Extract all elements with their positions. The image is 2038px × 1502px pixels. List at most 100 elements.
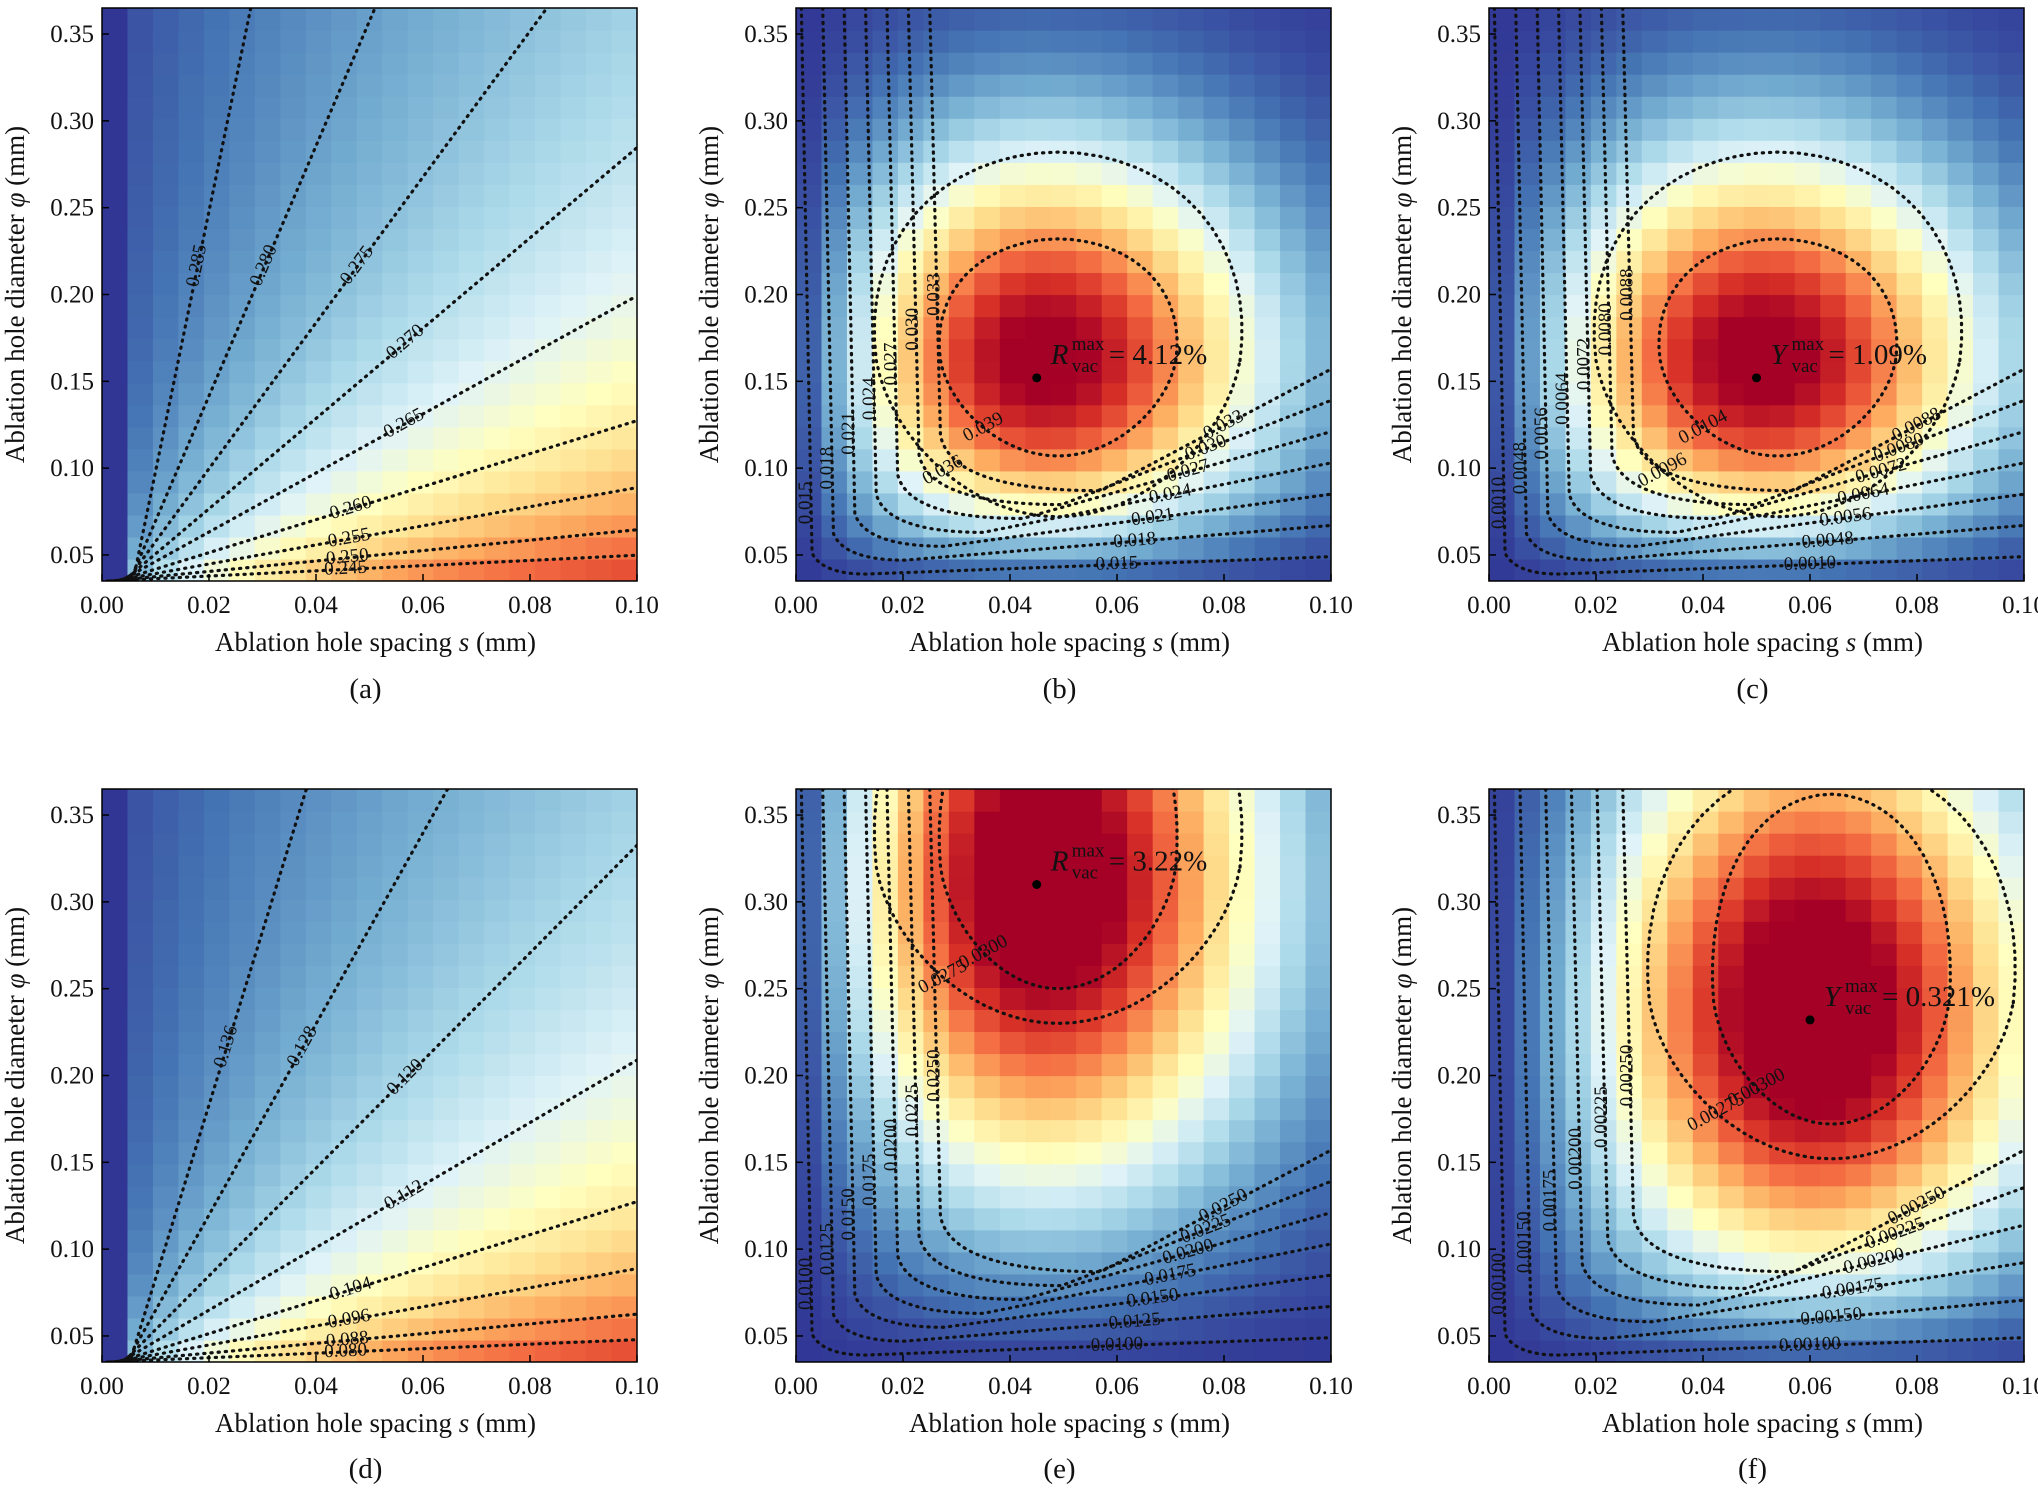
heatmap-cell [1152, 140, 1179, 163]
heatmap-cell [152, 921, 180, 944]
heatmap-cell [535, 833, 562, 856]
heatmap-cell [1896, 140, 1923, 163]
heatmap-cell [407, 1339, 434, 1362]
heatmap-cell [1922, 1097, 1949, 1121]
heatmap-cell [1101, 855, 1128, 878]
heatmap-cell [1769, 1075, 1796, 1099]
heatmap-cell [948, 8, 975, 31]
heatmap-cell [433, 206, 460, 229]
heatmap-cell [127, 1119, 154, 1143]
heatmap-cell [1539, 1251, 1567, 1275]
heatmap-cell [846, 965, 874, 988]
heatmap-cell [1896, 272, 1923, 296]
heatmap-cell [509, 558, 536, 581]
heatmap-cell [1718, 965, 1745, 988]
heatmap-cell [229, 250, 256, 274]
heatmap-cell [407, 118, 434, 141]
heatmap-cell [999, 1075, 1026, 1099]
heatmap-cell [484, 1251, 511, 1275]
heatmap-cell [1152, 250, 1179, 274]
heatmap-cell [509, 404, 536, 428]
heatmap-cell [1845, 1229, 1872, 1253]
heatmap-cell [1565, 184, 1592, 207]
heatmap-cell [1229, 96, 1256, 119]
heatmap-cell [1152, 184, 1179, 207]
heatmap-cell [1692, 140, 1719, 163]
contour-line [906, 789, 1331, 1288]
heatmap-cell [897, 1207, 924, 1231]
heatmap-cell [1922, 833, 1949, 856]
heatmap-cell [1489, 8, 1516, 31]
heatmap-cell [796, 1317, 823, 1341]
heatmap-cell [1178, 206, 1205, 229]
heatmap-cell [1590, 228, 1617, 252]
heatmap-cell [280, 558, 307, 581]
heatmap-cell [1973, 74, 2000, 97]
heatmap-cell [586, 294, 613, 318]
heatmap-cell [1820, 8, 1847, 31]
heatmap-cell [1922, 1009, 1949, 1033]
heatmap-cell [356, 162, 383, 185]
y-tick-label: 0.35 [744, 21, 788, 48]
heatmap-cell [152, 206, 180, 229]
peak-marker [1032, 373, 1042, 383]
heatmap-cell [1743, 1185, 1770, 1209]
heatmap-cell [821, 877, 848, 900]
heatmap-cell [821, 811, 848, 834]
heatmap-cell [1871, 250, 1898, 274]
heatmap-cell [102, 184, 129, 207]
heatmap-cell [611, 338, 637, 362]
contour-line [108, 1312, 637, 1362]
heatmap-cell [254, 470, 281, 494]
heatmap-cell [509, 1141, 536, 1165]
heatmap-cell [796, 206, 823, 229]
heatmap-cell [974, 1185, 1001, 1209]
heatmap-cell [1820, 1251, 1847, 1275]
heatmap-cell [1667, 206, 1694, 229]
heatmap-cell [509, 1317, 536, 1341]
heatmap-cell [948, 1251, 975, 1275]
heatmap-cell [102, 965, 129, 988]
heatmap-cell [948, 96, 975, 119]
heatmap-cell [1076, 877, 1103, 900]
heatmap-cell [127, 360, 154, 384]
heatmap-cell [586, 250, 613, 274]
heatmap-cell [1127, 360, 1154, 384]
heatmap-cell [229, 1031, 256, 1055]
heatmap-cell [382, 294, 409, 318]
heatmap-cell [948, 1229, 975, 1253]
x-tick-label: 0.00 [1467, 1373, 1511, 1400]
heatmap-cell [305, 1339, 332, 1362]
heatmap-cell [254, 184, 281, 207]
heatmap-cell [1896, 382, 1923, 406]
heatmap-cell [152, 294, 180, 318]
heatmap-cell [1718, 1317, 1745, 1341]
heatmap-cell [1305, 316, 1331, 340]
heatmap-cell [1922, 492, 1949, 516]
heatmap-cell [127, 448, 154, 472]
heatmap-cell [1769, 1251, 1796, 1275]
heatmap-cell [1025, 162, 1052, 185]
heatmap-cell [356, 965, 383, 988]
heatmap-cell [1050, 338, 1077, 362]
heatmap-cell [1254, 140, 1281, 163]
heatmap-cell [796, 1251, 823, 1275]
heatmap-cell [1820, 789, 1847, 812]
heatmap-cell [1539, 899, 1567, 922]
heatmap-cell [331, 360, 358, 384]
heatmap-cell [152, 52, 180, 75]
heatmap-cell [152, 470, 180, 494]
panel-c: 0.00100.00100.00480.00480.00560.00560.00… [1387, 7, 2038, 705]
heatmap-cell [254, 30, 281, 53]
heatmap-cell [1280, 338, 1307, 362]
heatmap-cell [796, 250, 823, 274]
heatmap-cell [305, 316, 332, 340]
heatmap-cell [433, 1273, 460, 1297]
heatmap-cell [846, 943, 874, 966]
heatmap-cell [254, 1185, 281, 1209]
heatmap-cell [509, 1009, 536, 1033]
heatmap-cell [1178, 1119, 1205, 1143]
heatmap-cell [796, 294, 823, 318]
heatmap-cell [305, 96, 332, 119]
heatmap-cell [1871, 74, 1898, 97]
